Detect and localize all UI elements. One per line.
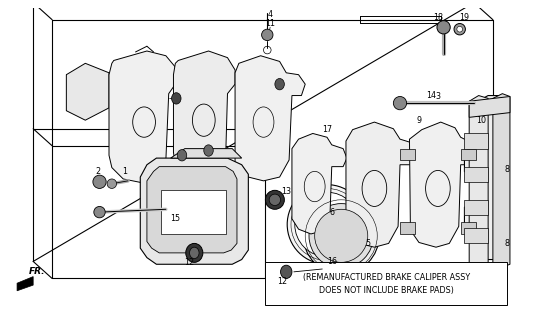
Polygon shape — [171, 148, 242, 158]
Text: 11: 11 — [265, 19, 275, 28]
Text: 6: 6 — [329, 208, 334, 217]
Text: 3: 3 — [435, 92, 441, 101]
Polygon shape — [140, 158, 248, 264]
Ellipse shape — [315, 209, 368, 262]
Polygon shape — [400, 222, 415, 234]
Text: 2: 2 — [95, 167, 100, 176]
Polygon shape — [173, 51, 235, 181]
Polygon shape — [464, 200, 488, 215]
Text: 9: 9 — [416, 116, 422, 125]
Text: 1: 1 — [123, 167, 127, 176]
Polygon shape — [469, 97, 510, 117]
Text: 15: 15 — [170, 214, 180, 223]
Ellipse shape — [177, 149, 187, 161]
Polygon shape — [161, 190, 226, 234]
Polygon shape — [409, 122, 476, 247]
Polygon shape — [464, 167, 488, 182]
Text: FR.: FR. — [29, 267, 45, 276]
Ellipse shape — [94, 206, 105, 218]
Ellipse shape — [269, 194, 281, 205]
Ellipse shape — [172, 93, 181, 104]
Ellipse shape — [437, 21, 450, 34]
Text: 13: 13 — [281, 187, 291, 196]
Bar — [265, 262, 507, 305]
Ellipse shape — [287, 185, 367, 264]
Text: 8: 8 — [504, 165, 510, 174]
Text: 10: 10 — [476, 116, 487, 125]
Polygon shape — [292, 133, 347, 234]
Ellipse shape — [275, 78, 285, 90]
Text: 8: 8 — [504, 239, 510, 248]
Ellipse shape — [107, 179, 117, 188]
Polygon shape — [464, 228, 488, 244]
Polygon shape — [461, 222, 476, 234]
Text: 17: 17 — [322, 125, 332, 134]
Polygon shape — [66, 63, 109, 120]
Ellipse shape — [190, 247, 199, 259]
Ellipse shape — [204, 145, 213, 156]
Polygon shape — [147, 167, 237, 253]
Ellipse shape — [454, 23, 465, 35]
Polygon shape — [464, 96, 502, 260]
Text: 12: 12 — [185, 258, 194, 267]
Text: 5: 5 — [365, 239, 370, 248]
Ellipse shape — [393, 97, 407, 110]
Text: 12: 12 — [278, 277, 287, 286]
Ellipse shape — [303, 198, 379, 274]
Polygon shape — [109, 51, 176, 184]
Ellipse shape — [265, 190, 285, 209]
Polygon shape — [461, 148, 476, 160]
Ellipse shape — [281, 265, 292, 278]
Polygon shape — [469, 96, 488, 267]
Polygon shape — [346, 122, 417, 247]
Ellipse shape — [261, 29, 273, 41]
Polygon shape — [464, 133, 488, 148]
Polygon shape — [400, 148, 415, 160]
Text: 19: 19 — [460, 13, 469, 22]
Text: 4: 4 — [268, 11, 273, 20]
Ellipse shape — [457, 26, 463, 32]
Polygon shape — [235, 56, 305, 181]
Text: 14: 14 — [426, 91, 436, 100]
Ellipse shape — [295, 192, 359, 257]
Text: 18: 18 — [433, 13, 443, 22]
Text: 16: 16 — [327, 257, 337, 266]
Text: (REMANUFACTURED BRAKE CALIPER ASSY
DOES NOT INCLUDE BRAKE PADS): (REMANUFACTURED BRAKE CALIPER ASSY DOES … — [303, 273, 470, 295]
Polygon shape — [493, 94, 510, 267]
Ellipse shape — [93, 175, 106, 188]
Polygon shape — [17, 276, 33, 291]
Ellipse shape — [309, 204, 374, 268]
Ellipse shape — [186, 244, 203, 262]
